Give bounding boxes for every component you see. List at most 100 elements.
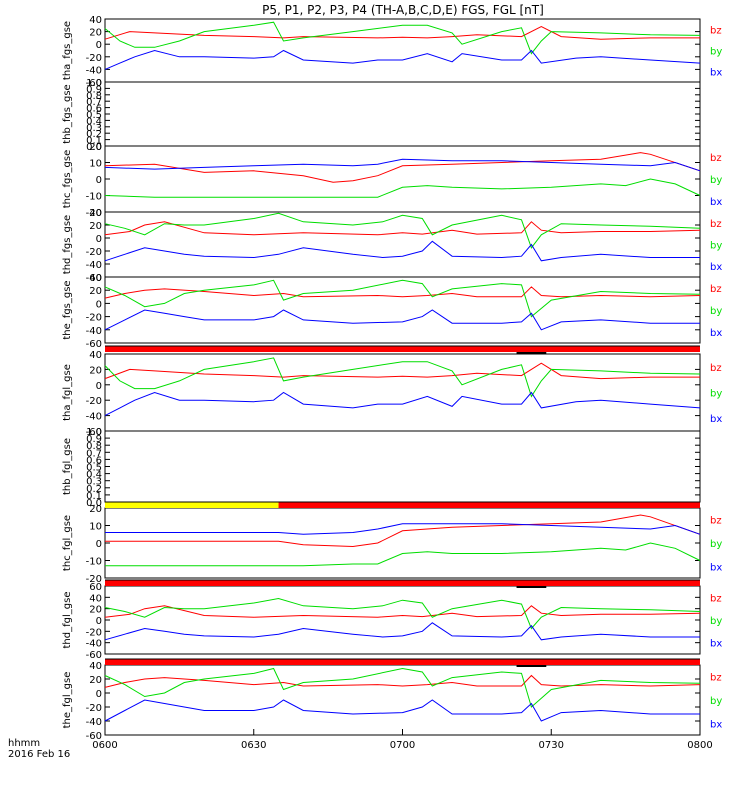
legend-by: by [710, 175, 722, 186]
y-tick-label: -40 [86, 260, 102, 271]
y-tick-label: -40 [86, 639, 102, 650]
y-tick-label: 0.6 [86, 455, 102, 466]
y-axis-label: thd_fgl_gse [62, 592, 73, 649]
y-tick-label: 0.2 [86, 129, 102, 140]
legend-bz: bz [710, 153, 722, 164]
series-line-by [104, 21, 701, 55]
y-tick-label: -40 [86, 717, 102, 728]
series-line-by [104, 667, 701, 708]
y-axis-label: thb_fgs_gse [62, 84, 73, 143]
y-tick-label: -20 [86, 208, 102, 219]
y-tick-label: -60 [86, 339, 102, 350]
y-tick-label: 40 [89, 273, 102, 284]
legend-bx: bx [710, 197, 722, 208]
series-line-bx [104, 391, 701, 417]
series-line-by [104, 279, 701, 318]
panel-thb-fgl-gse: 1.00.90.80.70.60.50.40.30.20.10.0 thb_fgl… [62, 427, 701, 509]
panel-frame [104, 276, 701, 344]
y-tick-label: 20 [89, 675, 102, 686]
series-line-bx [105, 523, 701, 535]
legend-by: by [710, 389, 722, 400]
series-line-bz [104, 152, 701, 183]
legend-bz: bz [710, 219, 722, 230]
legend-by: by [710, 241, 722, 252]
series-line-by [104, 357, 701, 398]
y-tick-label: 0 [96, 40, 102, 51]
panel-the-fgl-gse: 40 20 0 -20 -40 -60 the_fgl_gse bz by bx [62, 661, 722, 742]
y-tick-label: 0.9 [86, 434, 102, 445]
y-tick-label: 0.7 [86, 97, 102, 108]
panel-frame [104, 585, 701, 655]
legend-by: by [710, 616, 722, 627]
y-tick-label: -20 [86, 53, 102, 64]
y-tick-label: -60 [86, 731, 102, 742]
y-tick-label: 0.3 [86, 123, 102, 134]
legend-bx: bx [710, 414, 722, 425]
legend-bz: bz [710, 284, 722, 295]
time-axis-unit-label: hhmm [8, 738, 40, 749]
y-tick-label: 0 [96, 381, 102, 392]
y-tick-label: -60 [86, 650, 102, 661]
series-line-bx [104, 240, 700, 262]
panel-the-fgs-gse: 40 20 0 -20 -40 -60 the_fgs_gse bz by bx [62, 273, 722, 350]
x-tick-label: 0600 [92, 740, 117, 751]
series-line-bx [104, 49, 701, 70]
y-axis-label: tha_fgl_gse [62, 364, 73, 421]
panel-frame [104, 353, 701, 432]
status-bar-segment-red [105, 580, 700, 586]
y-tick-label: 0.0 [86, 498, 102, 509]
series-line-bz [105, 514, 701, 548]
x-tick-label: 0700 [390, 740, 415, 751]
status-bar [105, 501, 700, 508]
y-tick-label: -60 [86, 78, 102, 89]
y-tick-label: 10 [89, 522, 102, 533]
plot-title: P5, P1, P2, P3, P4 (TH-A,B,C,D,E) FGS, F… [262, 3, 544, 17]
y-tick-label: 0 [96, 539, 102, 550]
legend-bx: bx [710, 68, 722, 79]
status-bars-group [105, 345, 700, 667]
legend-bz: bz [710, 593, 722, 604]
panel-tha-fgs-gse: 40 200 -20-40 -60 tha_fgs_gse bz by bx [62, 15, 722, 89]
legend-by: by [710, 696, 722, 707]
series-line-by [104, 178, 701, 198]
y-axis-label: thc_fgs_gse [62, 150, 73, 209]
y-tick-label: -40 [86, 326, 102, 337]
y-tick-label: 40 [89, 661, 102, 672]
legend-bx: bx [710, 719, 722, 730]
y-axis-label: thd_fgs_gse [62, 215, 73, 274]
panel-frame [104, 430, 701, 503]
status-bar-segment-yellow [105, 502, 279, 508]
y-tick-label: 40 [89, 15, 102, 26]
y-tick-label: 0 [96, 616, 102, 627]
panel-frame [104, 664, 701, 736]
x-tick-label: 0800 [687, 740, 712, 751]
y-tick-label: 0.5 [86, 110, 102, 121]
legend-by: by [710, 539, 722, 550]
y-tick-label: 0.1 [86, 491, 102, 502]
y-tick-label: -20 [86, 396, 102, 407]
y-axis-label: tha_fgs_gse [62, 21, 73, 80]
panel-thb-fgs-gse: 1.00.90.80.70.60.50.40.30.20.10.0 thb_fgs… [62, 78, 701, 153]
y-tick-label: 40 [89, 593, 102, 604]
status-bar [105, 345, 700, 354]
y-tick-label: 60 [89, 582, 102, 593]
y-tick-label: -20 [86, 627, 102, 638]
y-tick-label: 20 [89, 28, 102, 39]
panel-tha-fgl-gse: 40 20 0 -20 -40 -60 tha_fgl_gse bz by bx [62, 350, 722, 438]
y-tick-label: 0.8 [86, 441, 102, 452]
status-bar [105, 579, 700, 588]
panel-thd-fgs-gse: 40 20 0 -20 -40 -60 thd_fgs_gse bz by bx [62, 208, 722, 284]
series-line-bx [104, 158, 701, 172]
panel-frame [104, 18, 701, 83]
series-line-by [105, 542, 701, 567]
y-tick-label: 0.3 [86, 477, 102, 488]
y-tick-label: 0.7 [86, 448, 102, 459]
legend-bx: bx [710, 639, 722, 650]
status-bar [105, 658, 700, 667]
y-tick-label: 20 [89, 605, 102, 616]
y-tick-label: 0 [96, 234, 102, 245]
x-tick-label: 0730 [539, 740, 564, 751]
y-tick-label: -20 [86, 703, 102, 714]
legend-bz: bz [710, 26, 722, 37]
